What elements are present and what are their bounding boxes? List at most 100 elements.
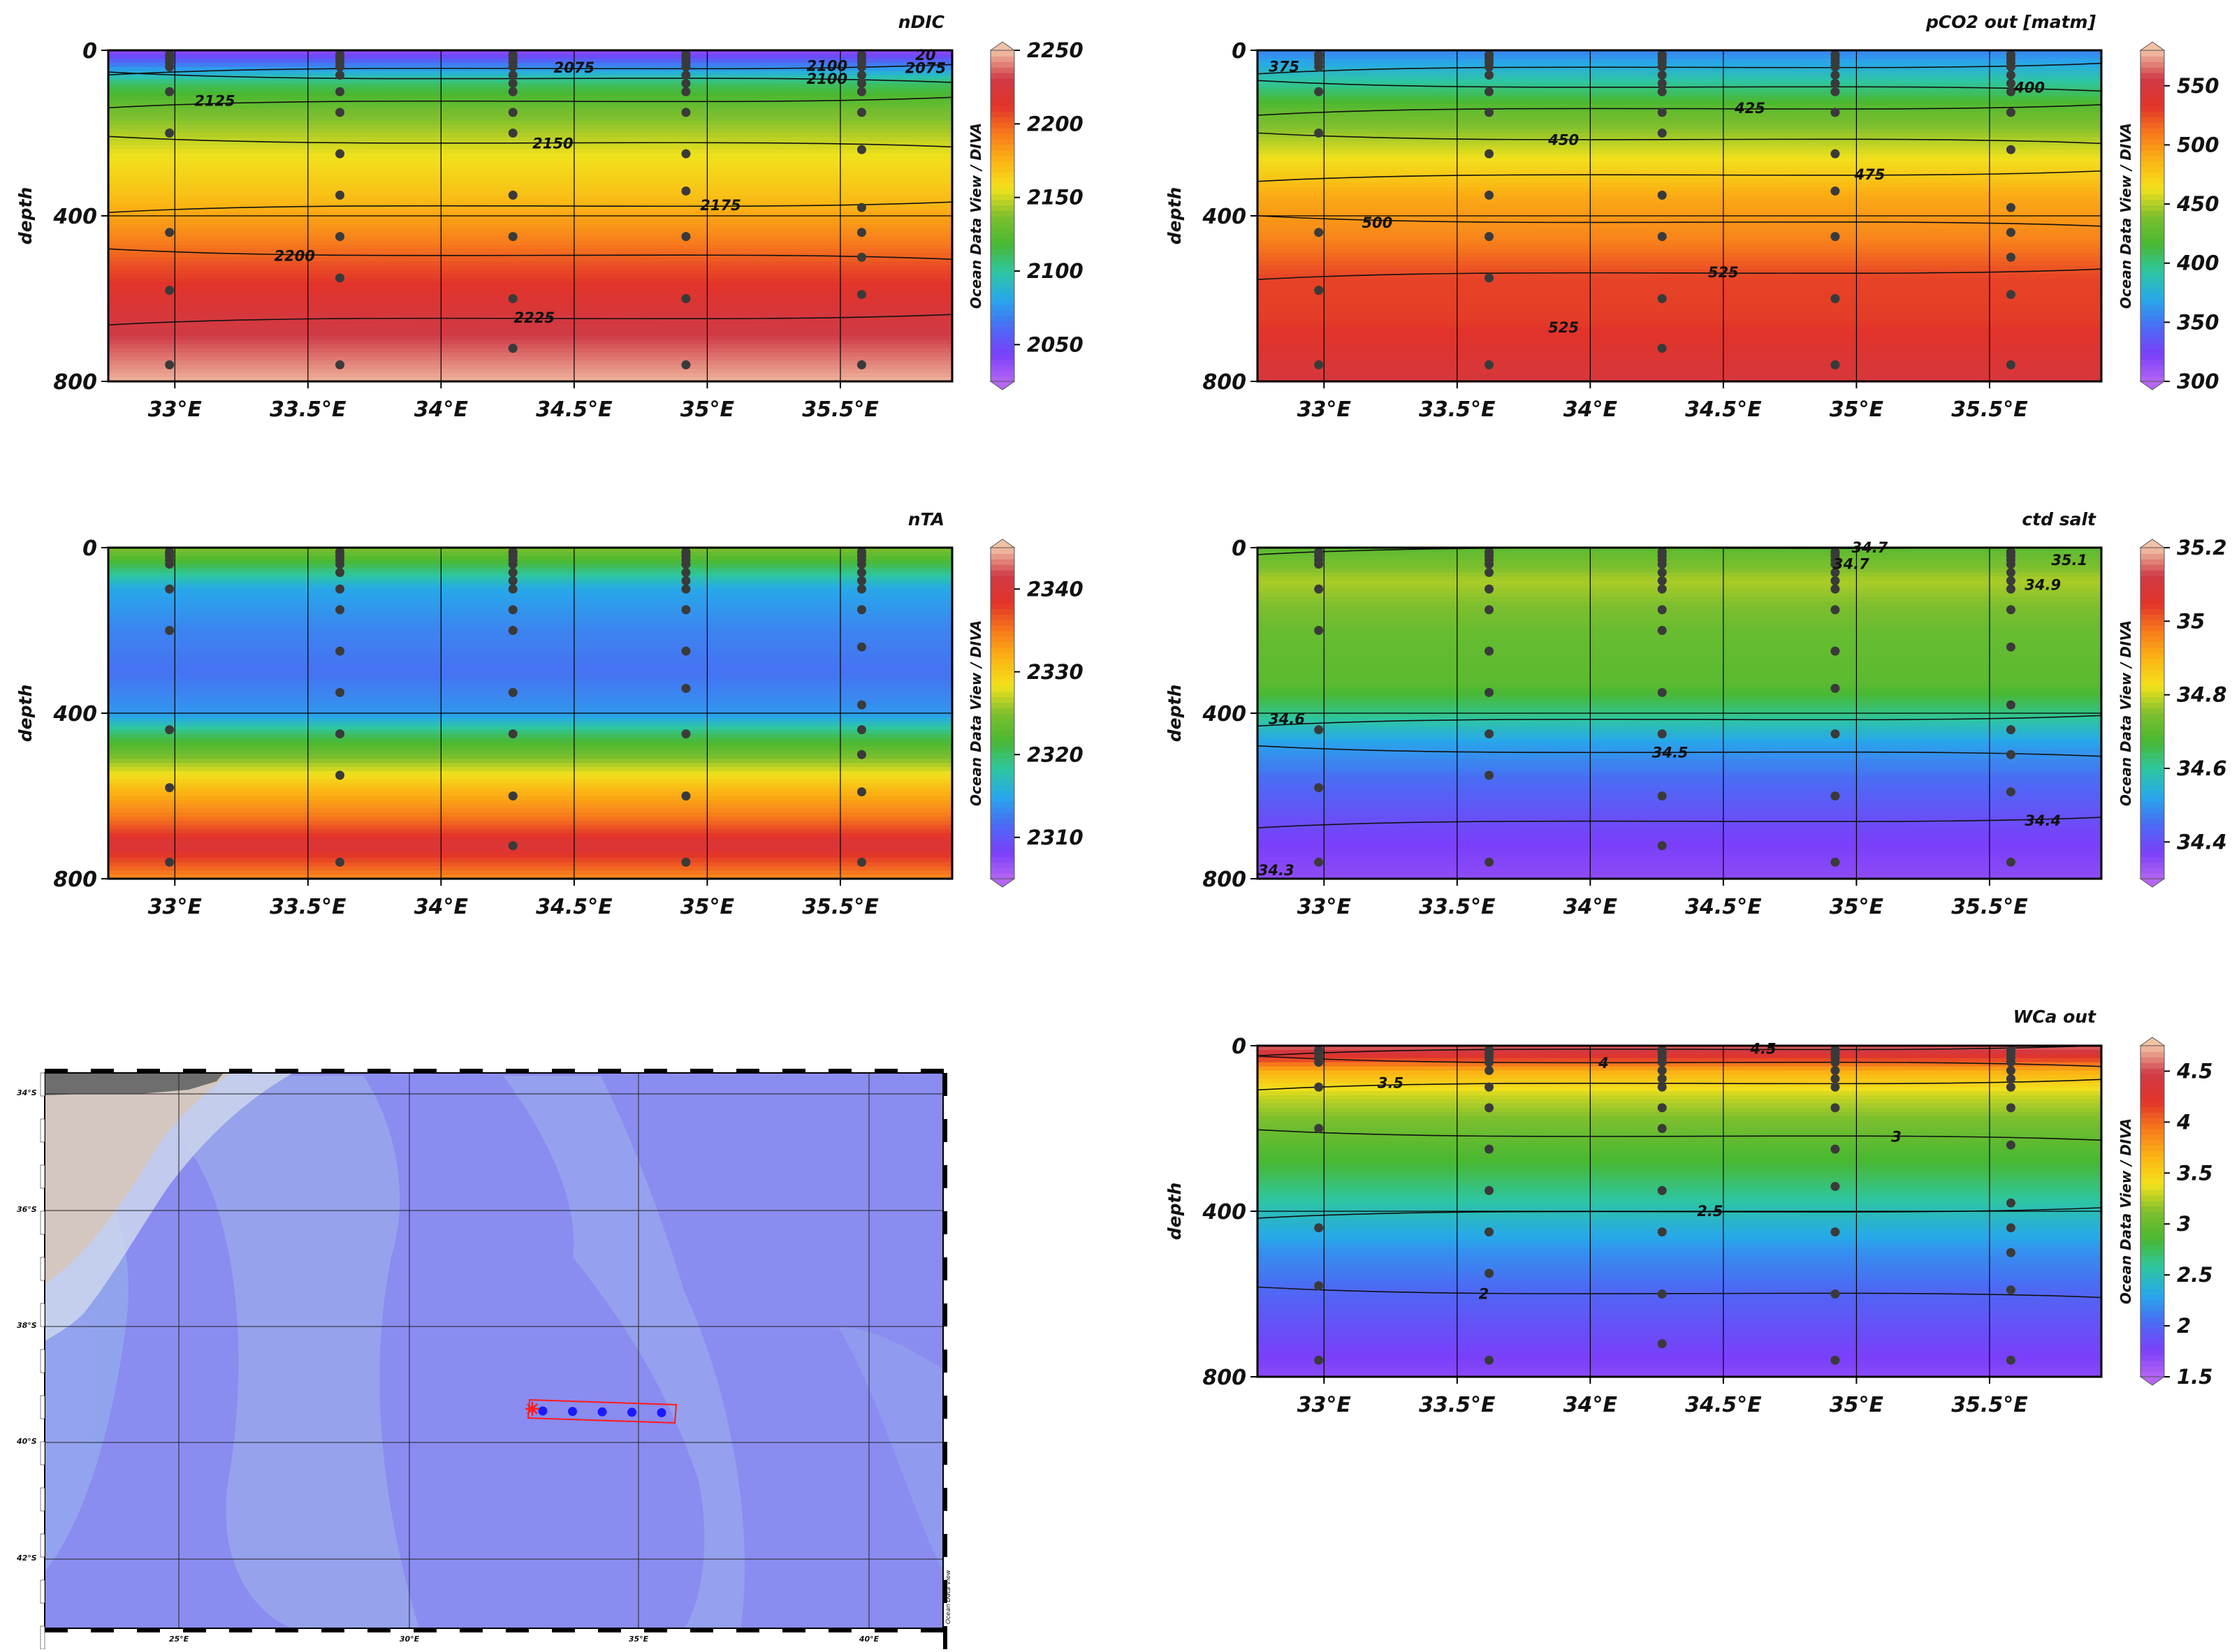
field-band [1257,1120,2101,1125]
field-band [1257,770,2101,776]
colorbar-segment [991,188,1014,195]
colorbar-segment [991,78,1014,85]
colorbar-segment [2140,603,2164,609]
africa-land [45,1073,231,1285]
map-lat-labels: 34°S 36°S 38°S 40°S 42°S [16,1088,37,1563]
field-band [1257,290,2101,295]
colorbar-segment [2140,564,2164,571]
sample-dot [1657,605,1667,615]
colorbar-segment [991,133,1014,140]
colorbar-segment [991,193,1014,200]
field-band [1257,1257,2101,1262]
y-axis-label: depth [15,685,36,743]
colorbar-segment [991,100,1014,106]
field-band [1257,828,2101,834]
colorbar-segment [2140,166,2164,173]
field-band [1257,277,2101,283]
field-band [108,302,952,308]
colorbar-segment [991,298,1014,305]
sample-dot [2006,605,2015,615]
colorbar-segment [2140,652,2164,659]
colorbar-segment [2140,177,2164,184]
colorbar-frame [2140,50,2165,382]
contour-lines [1257,62,2101,280]
field-band [1257,1360,2101,1366]
field-band [1257,232,2101,237]
map-sea [45,1073,943,1628]
colorbar-cap-top [2139,1037,2166,1046]
field-band [1257,759,2101,764]
field-band [1257,560,2101,565]
border-dash-right [943,1534,947,1557]
sample-dot [1830,568,1840,578]
panel-title: ctd salt [2022,509,2096,529]
colorbar-segment [991,696,1014,703]
colorbar-segment [2140,304,2164,311]
field-band [1257,800,2101,805]
sample-dot [508,344,518,353]
colorbar-segment [991,851,1014,858]
contour-line [1257,104,2101,116]
section-plot-ctd-salt: ctd salt 34.634.734.534.434.7 35.134.934.… [1165,509,2227,919]
colorbar-segment [991,226,1014,233]
field-band [1257,721,2101,726]
x-tick-label: 35°E [680,895,735,919]
sample-dot [681,683,691,693]
x-tick-label: 33°E [148,895,203,919]
sample-dot [681,729,691,739]
colorbar-segment [2140,1354,2164,1361]
colorbar-segment [2140,580,2164,587]
field-band [1257,335,2101,341]
sample-dot [681,186,691,196]
colorbar-segment [2140,1227,2164,1234]
sample-dot [2006,1285,2015,1295]
colorbar-segment [991,265,1014,272]
sample-dot [681,646,691,656]
sample-dot [681,62,691,72]
axes: 33°E 33.5°E 34°E 34.5°E 35°E 35.5°E 0 400 800 [1202,536,2028,919]
field-band [108,626,952,631]
contour-line [108,96,952,109]
sample-dot [681,857,691,867]
colorbar-segment [2140,1079,2164,1086]
x-tick-label: 35.5°E [802,397,879,422]
sample-dot [1314,560,1324,569]
colorbar-segment [2140,94,2164,101]
field-band [1257,767,2101,772]
odv-credit: Ocean Data View / DIVA [2117,1118,2134,1304]
map-station-dot [597,1407,607,1417]
field-band [108,576,952,582]
colorbar-segment [991,199,1014,206]
colorbar-segment [991,812,1014,819]
contour-label: 2 [1479,1286,1489,1303]
field-band [1257,597,2101,603]
field-band [1257,821,2101,826]
field-band [108,696,952,702]
colorbar-segment [2140,138,2164,145]
contour-line [1257,132,2101,145]
colorbar-segment [2140,1139,2164,1146]
field-band [108,216,952,221]
colorbar-tick-label: 2100 [1027,259,1084,283]
field-band [1257,1281,2101,1287]
contour-line [1257,1129,2101,1141]
colorbar-segment [991,205,1014,212]
sample-dot [165,286,175,295]
colorbar-segment [2140,1167,2164,1174]
border-dash-top [414,1069,437,1073]
field-band [108,100,952,105]
sample-dot [508,62,518,72]
field-band [1257,580,2101,586]
sample-dot [856,228,866,237]
colorbar-segment [2140,353,2164,360]
field-band [1257,302,2101,308]
colorbar-segment [991,575,1014,582]
sample-dot [1657,1058,1667,1067]
field-band [1257,154,2101,159]
sample-dot [1657,1185,1667,1195]
border-dash-bottom [782,1628,805,1632]
colorbar-segment [991,630,1014,637]
field-band [1257,1227,2101,1233]
field-band [108,249,952,254]
